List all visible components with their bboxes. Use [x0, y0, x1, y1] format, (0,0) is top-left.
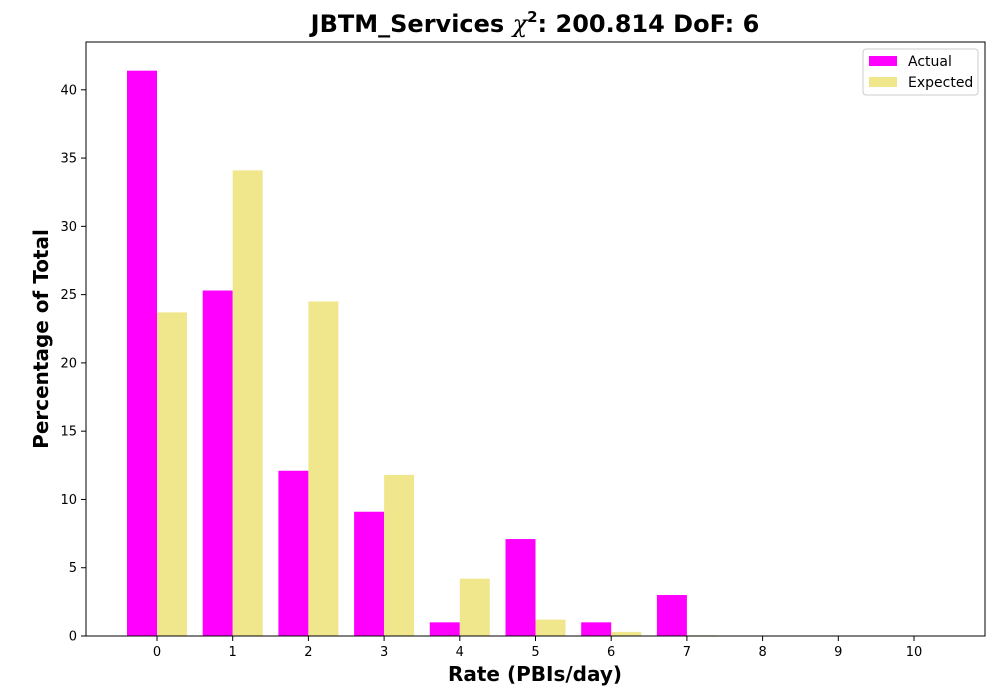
x-axis-label: Rate (PBIs/day): [448, 662, 622, 686]
y-axis-ticks: 0 5 10 15 20 25 30 35 40: [60, 83, 86, 644]
y-axis-label: Percentage of Total: [29, 229, 53, 449]
x-tick-label: 10: [906, 645, 923, 660]
x-axis-ticks: 0 1 2 3 4 5 6 7 8 9 10: [153, 636, 922, 660]
y-tick-label: 10: [60, 493, 77, 508]
legend: Actual Expected: [863, 49, 978, 95]
chart-title-superscript: 2: [527, 8, 537, 26]
bar-expected-2: [308, 301, 338, 636]
y-tick-label: 35: [60, 152, 77, 167]
bar-actual-5: [506, 539, 536, 636]
chart-title-prefix: JBTM_Services: [309, 10, 513, 38]
x-tick-label: 0: [153, 645, 161, 660]
x-tick-label: 1: [229, 645, 237, 660]
bar-actual-0: [127, 71, 157, 636]
legend-swatch-expected: [869, 77, 897, 87]
bar-actual-1: [203, 291, 233, 636]
x-tick-label: 7: [683, 645, 691, 660]
y-tick-label: 40: [60, 83, 77, 98]
x-tick-label: 4: [456, 645, 464, 660]
bar-actual-2: [278, 471, 308, 636]
bar-expected-6: [611, 632, 641, 636]
y-tick-label: 30: [60, 220, 77, 235]
bar-expected-5: [536, 620, 566, 636]
bar-expected-0: [157, 312, 187, 636]
bar-actual-4: [430, 622, 460, 636]
bar-actual-7: [657, 595, 687, 636]
y-tick-label: 25: [60, 288, 77, 303]
legend-swatch-actual: [869, 56, 897, 66]
y-tick-label: 0: [69, 630, 77, 645]
chart-title-suffix: : 200.814 DoF: 6: [538, 10, 760, 38]
bar-expected-3: [384, 475, 414, 636]
plot-area: [127, 71, 717, 636]
x-tick-label: 6: [607, 645, 615, 660]
x-tick-label: 5: [531, 645, 539, 660]
y-tick-label: 15: [60, 425, 77, 440]
legend-label-actual: Actual: [908, 54, 952, 70]
bar-expected-4: [460, 579, 490, 636]
bar-expected-1: [233, 170, 263, 636]
x-tick-label: 3: [380, 645, 388, 660]
chart-title: JBTM_Services χ2: 200.814 DoF: 6: [309, 8, 760, 38]
bar-actual-6: [581, 622, 611, 636]
chart-title-chi: χ: [511, 10, 529, 38]
x-tick-label: 8: [758, 645, 766, 660]
x-tick-label: 9: [834, 645, 842, 660]
x-tick-label: 2: [304, 645, 312, 660]
y-tick-label: 5: [69, 561, 77, 576]
bar-actual-3: [354, 512, 384, 636]
y-tick-label: 20: [60, 356, 77, 371]
legend-label-expected: Expected: [908, 75, 973, 91]
